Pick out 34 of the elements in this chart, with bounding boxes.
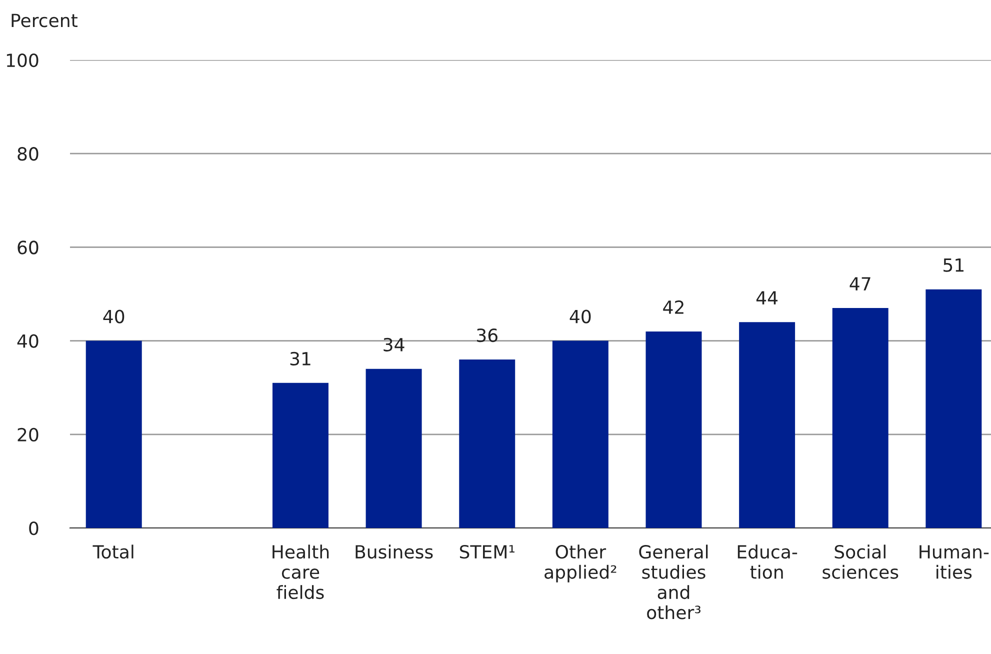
bar: [926, 289, 982, 528]
bar: [552, 340, 608, 528]
y-tick-label: 40: [17, 334, 38, 348]
data-label: 31: [290, 352, 310, 366]
x-tick-label: Educa- tion: [738, 544, 798, 579]
x-tick-label: Business: [356, 544, 433, 559]
bar: [86, 340, 142, 528]
data-label: 47: [850, 277, 870, 290]
y-tick-label: 60: [18, 240, 38, 254]
x-tick-label: Human- ities: [920, 545, 989, 579]
data-label: 51: [944, 258, 964, 272]
x-tick-label: General studies and other³: [639, 544, 708, 620]
bar: [646, 331, 702, 528]
bar: [366, 368, 422, 528]
x-tick-label: Other applied²: [544, 544, 616, 582]
data-label: 40: [103, 310, 124, 324]
data-label: 40: [570, 310, 591, 324]
y-tick-label: 80: [18, 147, 38, 161]
x-tick-label: Total: [92, 544, 134, 559]
bar: [739, 322, 796, 528]
y-tick-label: 0: [29, 521, 38, 536]
y-axis-title: Percent: [12, 14, 78, 28]
x-tick-label: STEM¹: [460, 544, 514, 559]
x-tick-label: Health care fields: [272, 544, 329, 600]
data-label: 36: [477, 328, 498, 342]
y-tick-label: 100: [6, 53, 38, 68]
x-tick-label: Social sciences: [822, 544, 898, 579]
bar: [272, 382, 328, 528]
bar: [459, 360, 516, 528]
data-label: 42: [663, 300, 684, 314]
data-label: 34: [384, 338, 404, 352]
bar: [832, 308, 888, 528]
data-label: 44: [756, 291, 778, 304]
y-tick-label: 20: [18, 428, 38, 442]
